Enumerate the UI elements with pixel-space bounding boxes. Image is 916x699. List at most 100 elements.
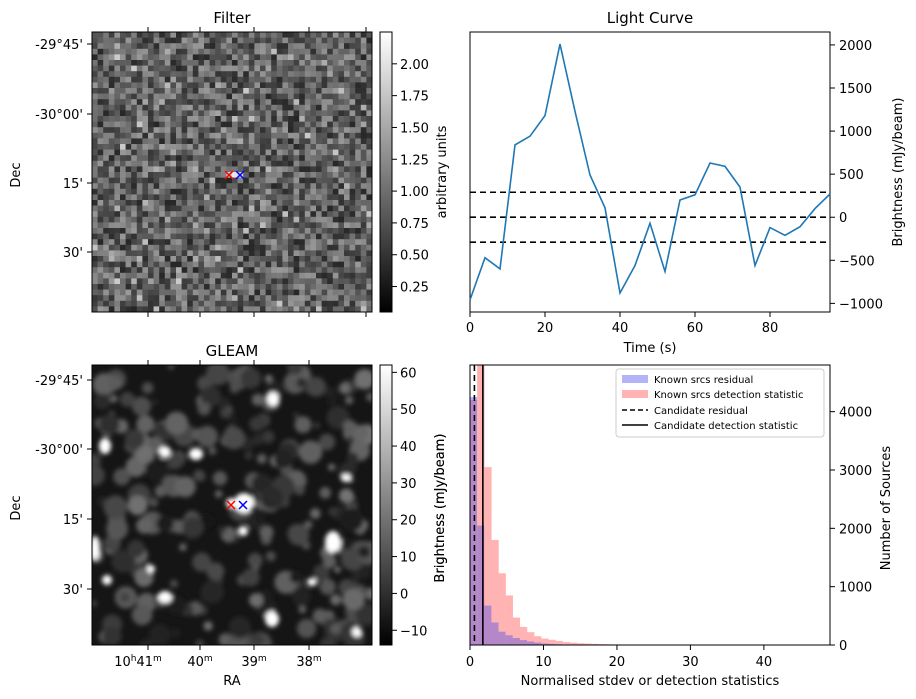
filter-pixel: [187, 110, 194, 117]
filter-pixel: [248, 272, 255, 279]
filter-pixel: [120, 267, 126, 274]
filter-pixel: [293, 244, 300, 251]
filter-pixel: [142, 300, 149, 307]
filter-pixel: [254, 272, 261, 279]
filter-pixel: [271, 144, 278, 150]
hist-overlap-bar: [541, 643, 549, 645]
filter-pixel: [114, 177, 121, 184]
filter-pixel: [209, 82, 216, 89]
filter-pixel: [176, 172, 182, 178]
filter-pixel: [332, 155, 339, 162]
filter-pixel: [304, 267, 311, 274]
filter-pixel: [209, 278, 216, 285]
filter-pixel: [125, 138, 132, 145]
gleam-noise-blob: [265, 551, 276, 562]
filter-pixel: [220, 149, 227, 156]
filter-pixel: [282, 93, 289, 100]
filter-pixel: [136, 110, 143, 117]
filter-pixel: [344, 104, 350, 111]
filter-pixel: [108, 82, 115, 89]
filter-pixel: [108, 233, 115, 240]
filter-pixel: [344, 284, 350, 290]
gleam-noise-blob: [296, 618, 317, 639]
filter-pixel: [310, 222, 317, 229]
filter-pixel: [131, 48, 138, 55]
lightcurve-xtick-label: 80: [762, 321, 779, 336]
filter-pixel: [271, 160, 278, 167]
filter-pixel: [360, 54, 367, 61]
filter-pixel: [181, 110, 188, 117]
filter-pixel: [220, 183, 227, 190]
filter-pixel: [310, 188, 317, 195]
lightcurve-ytick-label: −500: [839, 254, 875, 269]
filter-pixel: [131, 222, 138, 229]
filter-pixel: [170, 144, 177, 150]
filter-pixel: [366, 188, 373, 195]
filter-pixel: [265, 244, 272, 251]
filter-pixel: [176, 93, 182, 100]
filter-pixel: [299, 295, 306, 302]
filter-pixel: [131, 144, 138, 150]
filter-pixel: [265, 233, 272, 240]
filter-pixel: [344, 155, 350, 162]
hist-overlap-bar: [498, 631, 506, 645]
filter-pixel: [176, 267, 182, 274]
filter-pixel: [332, 216, 339, 223]
filter-pixel: [120, 306, 126, 313]
filter-pixel: [164, 306, 171, 313]
filter-pixel: [220, 160, 227, 167]
filter-pixel: [265, 32, 272, 38]
filter-pixel: [142, 138, 149, 145]
filter-pixel: [338, 43, 345, 50]
gleam-noise-blob: [339, 488, 354, 504]
filter-pixel: [108, 244, 115, 251]
filter-pixel: [153, 300, 160, 307]
filter-pixel: [293, 71, 300, 78]
gleam-noise-blob: [252, 564, 260, 571]
filter-pixel: [226, 272, 233, 279]
filter-pixel: [237, 104, 244, 111]
filter-pixel: [136, 211, 143, 218]
filter-pixel: [131, 110, 138, 117]
filter-pixel: [120, 295, 126, 302]
filter-pixel: [349, 211, 356, 218]
filter-pixel: [103, 289, 110, 296]
filter-pixel: [276, 138, 283, 145]
filter-pixel: [159, 127, 166, 134]
filter-pixel: [164, 104, 171, 111]
filter-pixel: [265, 104, 272, 111]
filter-pixel: [204, 166, 210, 173]
filter-pixel: [349, 306, 356, 313]
filter-pixel: [131, 127, 138, 134]
filter-pixel: [125, 160, 132, 167]
filter-pixel: [159, 267, 166, 274]
filter-pixel: [136, 267, 143, 274]
filter-pixel: [187, 60, 194, 66]
filter-pixel: [226, 88, 233, 94]
filter-pixel: [344, 71, 350, 78]
filter-pixel: [198, 172, 205, 178]
filter-pixel: [198, 99, 205, 106]
filter-pixel: [260, 261, 266, 268]
filter-pixel: [187, 272, 194, 279]
filter-pixel: [243, 149, 250, 156]
gleam-noise-blob: [92, 600, 98, 607]
filter-pixel: [114, 194, 121, 201]
filter-pixel: [215, 149, 222, 156]
filter-pixel: [304, 76, 311, 83]
filter-pixel: [332, 306, 339, 313]
filter-pixel: [316, 76, 322, 83]
filter-pixel: [159, 104, 166, 111]
filter-pixel: [265, 172, 272, 178]
filter-pixel: [170, 216, 177, 223]
filter-pixel: [344, 60, 350, 66]
filter-pixel: [338, 93, 345, 100]
filter-pixel: [288, 76, 294, 83]
filter-pixel: [181, 211, 188, 218]
filter-pixel: [92, 244, 98, 251]
filter-pixel: [321, 250, 328, 257]
filter-pixel: [260, 121, 266, 128]
filter-pixel: [260, 244, 266, 251]
gleam-noise-blob: [327, 395, 338, 407]
gleam-noise-blob: [103, 495, 128, 520]
